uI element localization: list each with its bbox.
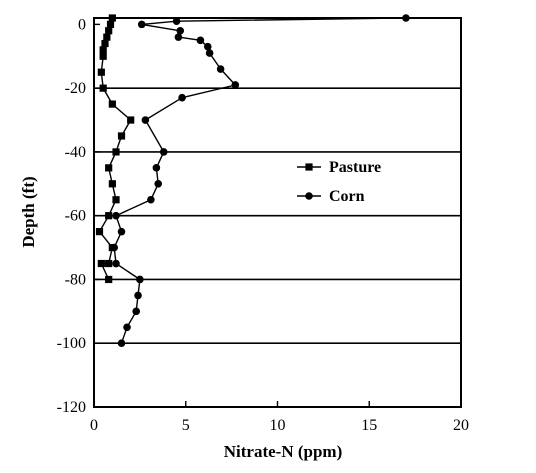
legend-item-corn: Corn: [297, 188, 365, 205]
data-point-pasture: [101, 39, 109, 48]
y-axis-title: Depth (ft): [19, 176, 38, 247]
data-point-pasture: [108, 100, 116, 108]
data-point-corn: [132, 307, 141, 316]
data-point-corn: [110, 243, 118, 252]
legend-marker-pasture: [305, 163, 313, 171]
grid-lines: [94, 87, 461, 345]
data-point-corn: [134, 291, 142, 300]
data-point-pasture: [106, 20, 115, 28]
y-tick-label: -40: [65, 144, 86, 161]
axis-ticks: 0 5 10 15 20 0 -20 -40 -60 -80 -100 -120: [57, 16, 469, 434]
data-point-corn: [136, 275, 144, 284]
data-point-corn: [117, 227, 126, 236]
data-point-pasture: [95, 228, 104, 236]
data-point-corn: [137, 20, 146, 29]
data-point-pasture: [105, 275, 113, 284]
x-tick-label: 10: [270, 417, 286, 434]
data-point-pasture: [99, 84, 107, 92]
data-point-pasture: [105, 212, 113, 220]
y-tick-label: -80: [65, 271, 86, 288]
data-point-pasture: [108, 14, 116, 22]
series-layer: [95, 14, 410, 348]
data-point-pasture: [117, 132, 126, 140]
data-point-corn: [152, 164, 161, 172]
data-point-pasture: [108, 180, 116, 188]
y-tick-label: -100: [57, 335, 86, 352]
x-axis-title: Nitrate-N (ppm): [224, 442, 343, 461]
x-tick-label: 20: [453, 417, 469, 434]
data-point-pasture: [99, 52, 107, 60]
series-corn: [110, 14, 410, 348]
data-point-pasture: [97, 259, 105, 268]
data-point-corn: [176, 26, 185, 35]
y-tick-label: -120: [57, 399, 86, 416]
y-tick-label: -60: [65, 208, 86, 225]
data-point-corn: [147, 195, 155, 204]
data-point-corn: [205, 49, 214, 57]
data-point-corn: [174, 33, 183, 41]
data-point-pasture: [105, 27, 113, 35]
data-point-corn: [159, 148, 168, 156]
series-pasture: [95, 14, 135, 284]
legend-label-corn: Corn: [329, 188, 365, 205]
data-point-corn: [172, 17, 181, 25]
data-point-pasture: [105, 164, 113, 172]
data-point-pasture: [103, 33, 111, 41]
x-tick-label: 0: [90, 417, 98, 434]
data-point-corn: [178, 93, 186, 102]
x-tick-label: 15: [361, 417, 377, 434]
legend-item-pasture: Pasture: [297, 159, 381, 176]
x-tick-label: 5: [182, 417, 190, 434]
data-point-corn: [117, 339, 126, 348]
data-point-pasture: [99, 46, 107, 54]
data-point-corn: [231, 81, 240, 89]
y-tick-label: -20: [65, 80, 86, 97]
data-point-pasture: [97, 68, 105, 76]
legend: Pasture Corn: [297, 159, 381, 205]
legend-marker-corn: [305, 192, 313, 200]
data-point-corn: [402, 14, 410, 22]
data-point-pasture: [112, 148, 120, 156]
data-point-pasture: [112, 196, 120, 204]
data-point-corn: [154, 180, 163, 188]
data-point-corn: [123, 323, 131, 332]
data-point-corn: [203, 42, 212, 51]
data-point-corn: [216, 65, 225, 73]
data-point-pasture: [127, 116, 135, 124]
legend-label-pasture: Pasture: [329, 159, 381, 176]
data-point-corn: [112, 211, 120, 220]
y-tick-label: 0: [78, 16, 86, 33]
plot-frame: [93, 17, 462, 408]
data-point-corn: [141, 116, 150, 124]
data-point-corn: [112, 259, 120, 268]
data-point-pasture: [105, 259, 113, 268]
data-point-corn: [196, 36, 205, 45]
